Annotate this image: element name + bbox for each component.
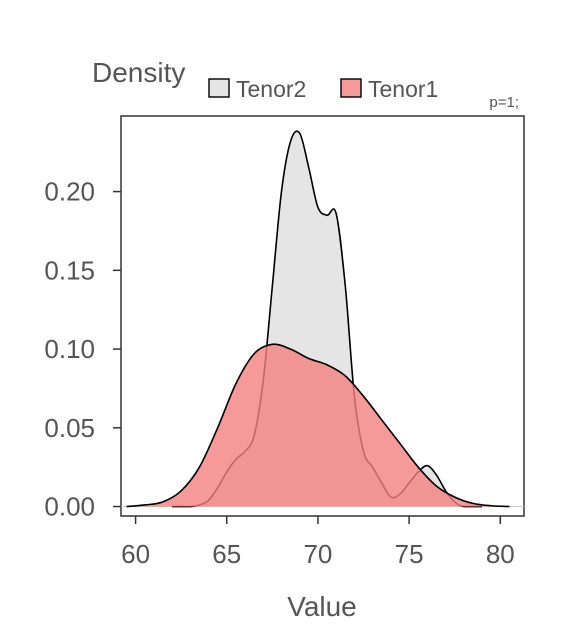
legend: Tenor2 Tenor1 (208, 76, 438, 102)
legend-key-tenor2 (208, 78, 230, 98)
y-tick-label: 0.10 (44, 334, 95, 364)
legend-label-tenor2: Tenor2 (236, 76, 306, 102)
y-tick-label: 0.05 (44, 413, 95, 443)
x-tick-label: 75 (395, 539, 424, 569)
y-tick-label: 0.00 (44, 492, 95, 522)
density-area-tenor1 (126, 344, 510, 507)
x-axis: 60 65 70 75 80 (121, 516, 515, 569)
legend-label-tenor1: Tenor1 (368, 76, 438, 102)
y-axis-title: Density (92, 57, 185, 88)
panel-border (120, 115, 525, 517)
density-area-tenor2 (172, 131, 483, 507)
x-tick-label: 60 (121, 539, 150, 569)
x-tick-label: 80 (486, 539, 515, 569)
y-tick-label: 0.15 (44, 255, 95, 285)
x-tick-label: 65 (212, 539, 241, 569)
density-line-tenor1 (126, 343, 510, 508)
x-axis-title: Value (287, 591, 357, 622)
plot-area (120, 115, 525, 517)
legend-key-tenor1 (340, 78, 362, 98)
y-tick-label: 0.20 (44, 177, 95, 207)
y-axis: 0.00 0.05 0.10 0.15 0.20 (44, 177, 121, 522)
x-tick-label: 70 (303, 539, 332, 569)
chart-annotation: p=1; (489, 94, 519, 111)
